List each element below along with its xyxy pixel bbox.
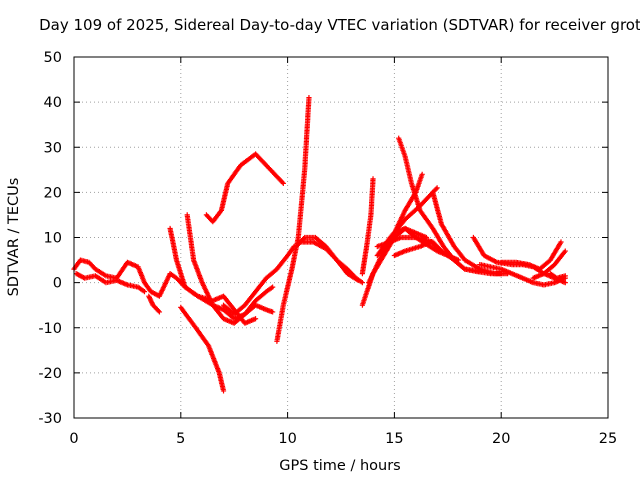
data-point bbox=[434, 185, 440, 191]
y-tick-label: 10 bbox=[44, 231, 62, 247]
series-track-9 bbox=[274, 95, 312, 344]
series-track-23 bbox=[498, 239, 564, 272]
x-tick-label: 5 bbox=[176, 431, 185, 447]
data-point bbox=[370, 176, 376, 182]
data-point bbox=[562, 273, 568, 279]
data-point bbox=[438, 248, 444, 254]
data-point bbox=[280, 180, 286, 186]
data-series bbox=[71, 95, 568, 394]
y-tick-label: 40 bbox=[44, 95, 62, 111]
series-track-12 bbox=[359, 176, 376, 277]
series-track-7 bbox=[203, 151, 286, 225]
x-tick-label: 15 bbox=[385, 431, 403, 447]
y-tick-label: 0 bbox=[53, 276, 62, 292]
series-track-17 bbox=[391, 239, 444, 259]
series-track-16 bbox=[396, 135, 483, 274]
series-track-5 bbox=[178, 304, 227, 394]
x-tick-label: 0 bbox=[69, 431, 78, 447]
y-tick-label: -10 bbox=[38, 321, 62, 337]
series-track-20 bbox=[430, 189, 511, 277]
data-point bbox=[270, 284, 276, 290]
x-tick-label: 25 bbox=[599, 431, 617, 447]
series-track-11 bbox=[297, 239, 365, 286]
axis-ticks: 0 5 10 15 20 25 -30 -20 -10 0 10 20 30 40 50 bbox=[38, 50, 617, 447]
y-tick-label: 30 bbox=[44, 140, 62, 156]
data-point bbox=[220, 388, 227, 394]
series-track-2 bbox=[73, 271, 148, 295]
x-tick-label: 10 bbox=[278, 431, 296, 447]
data-point bbox=[252, 316, 259, 322]
y-tick-label: 50 bbox=[44, 50, 62, 66]
chart-title: Day 109 of 2025, Sidereal Day-to-day VTE… bbox=[39, 16, 640, 34]
data-point bbox=[419, 171, 425, 177]
x-tick-label: 20 bbox=[492, 431, 510, 447]
y-tick-label: -30 bbox=[38, 411, 62, 427]
series-track-6 bbox=[184, 212, 276, 326]
x-axis-label: GPS time / hours bbox=[279, 458, 400, 474]
data-point bbox=[558, 239, 564, 245]
data-point bbox=[270, 309, 276, 315]
data-point bbox=[562, 280, 568, 286]
series-track-22 bbox=[477, 262, 568, 288]
data-point bbox=[562, 248, 568, 254]
series-track-24 bbox=[530, 248, 568, 281]
data-point bbox=[359, 280, 365, 286]
y-tick-label: 20 bbox=[44, 185, 62, 201]
y-axis-label: SDTVAR / TECUs bbox=[6, 178, 22, 297]
y-tick-label: -20 bbox=[38, 366, 62, 382]
data-point bbox=[306, 95, 312, 101]
data-point bbox=[141, 289, 148, 295]
grid-lines bbox=[74, 57, 608, 418]
series-track-3 bbox=[146, 293, 163, 315]
series-track-25 bbox=[547, 271, 568, 281]
data-point bbox=[156, 309, 163, 315]
